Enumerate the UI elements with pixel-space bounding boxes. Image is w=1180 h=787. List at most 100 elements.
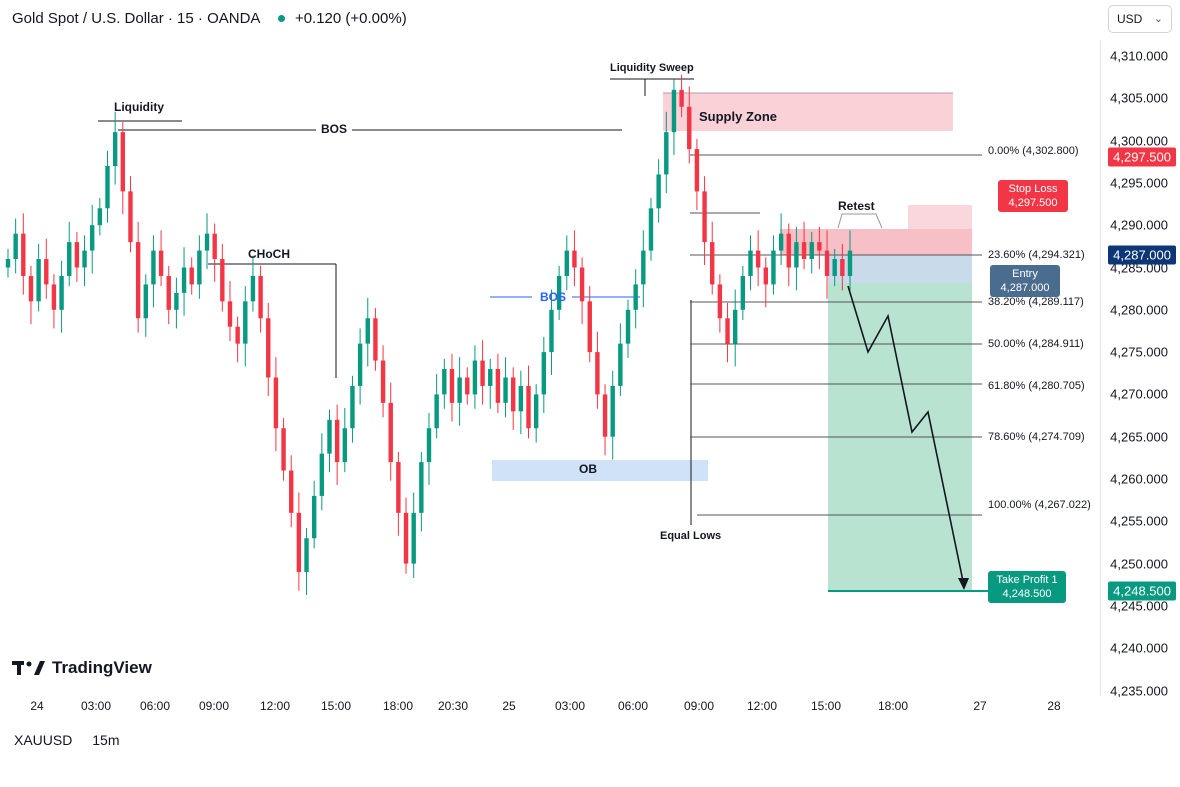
candle-body bbox=[311, 495, 317, 539]
candle-body bbox=[28, 275, 34, 302]
candle-body bbox=[243, 301, 248, 344]
candle-body bbox=[158, 250, 164, 276]
time-tick-label: 20:30 bbox=[437, 699, 469, 713]
price-change: +0.120 (+0.00%) bbox=[294, 10, 407, 27]
chevron-down-icon: ⌄ bbox=[1153, 13, 1163, 25]
candle-body bbox=[396, 462, 401, 513]
bos-mid-label: BOS bbox=[540, 290, 567, 304]
stop-loss-box[interactable]: Stop Loss 4,297.500 bbox=[998, 180, 1068, 212]
candle-body bbox=[334, 419, 340, 463]
price-tick-label: 4,310.000 bbox=[1110, 48, 1168, 64]
candle-body bbox=[258, 275, 263, 319]
arrowhead-icon bbox=[958, 578, 969, 590]
candle-body bbox=[373, 318, 378, 361]
candle-body bbox=[227, 301, 233, 327]
candle-body bbox=[809, 242, 814, 260]
candle-body bbox=[342, 428, 347, 463]
candle-body bbox=[778, 233, 784, 251]
market-open-dot-icon bbox=[277, 14, 285, 22]
symbol-title[interactable]: Gold Spot / U.S. Dollar · 15 · OANDA bbox=[12, 10, 260, 27]
projection-arrow bbox=[847, 285, 965, 587]
candle-body bbox=[480, 360, 485, 386]
candle-body bbox=[549, 309, 554, 353]
bos-top-label: BOS bbox=[321, 122, 348, 136]
tradingview-logo-icon bbox=[12, 661, 45, 675]
time-tick-label: 06:00 bbox=[617, 699, 649, 713]
candle-body bbox=[21, 233, 26, 276]
candle-body bbox=[426, 428, 432, 463]
candle-body bbox=[304, 538, 309, 573]
candle-body bbox=[380, 360, 386, 403]
retest-bracket bbox=[837, 213, 883, 229]
candle-body bbox=[794, 242, 799, 268]
candle-body bbox=[748, 250, 753, 276]
fib-label: 23.60% (4,294.321) bbox=[988, 249, 1085, 261]
take-profit-box[interactable]: Take Profit 1 4,248.500 bbox=[988, 571, 1066, 603]
candle-body bbox=[135, 242, 141, 319]
candle-body bbox=[51, 284, 57, 310]
candle-body bbox=[817, 242, 822, 251]
candle-body bbox=[181, 267, 187, 293]
candle-body bbox=[82, 250, 87, 268]
candle-body bbox=[526, 385, 531, 429]
retest-zone bbox=[908, 205, 972, 229]
ticker: XAUUSD bbox=[14, 732, 73, 748]
price-tick-label: 4,290.000 bbox=[1110, 217, 1168, 233]
take-profit-title: Take Profit 1 bbox=[996, 574, 1058, 586]
price-tick-label: 4,240.000 bbox=[1110, 640, 1168, 656]
time-tick-label: 24 bbox=[30, 699, 44, 713]
candle-body bbox=[610, 385, 615, 437]
symbol-info: XAUUSD 15m bbox=[14, 732, 135, 748]
candle-body bbox=[679, 89, 684, 107]
candle-body bbox=[281, 428, 286, 471]
candle-body bbox=[212, 233, 217, 260]
entry-box[interactable]: Entry 4,287.000 bbox=[990, 265, 1060, 297]
candle-body bbox=[495, 369, 501, 403]
time-tick-label: 25 bbox=[502, 699, 516, 713]
price-axis-divider bbox=[1100, 40, 1101, 695]
candle-body bbox=[59, 275, 64, 310]
price-chart[interactable] bbox=[0, 0, 1100, 700]
price-tick-label: 4,295.000 bbox=[1110, 175, 1168, 191]
candle-body bbox=[128, 191, 133, 243]
fib-label: 78.60% (4,274.709) bbox=[988, 431, 1085, 443]
candle-body bbox=[266, 318, 271, 378]
fib-lines bbox=[690, 154, 982, 516]
candle-body bbox=[702, 191, 707, 243]
candle-body bbox=[44, 259, 49, 285]
candle-body bbox=[771, 250, 776, 285]
supply-zone bbox=[663, 93, 953, 131]
interval: 15m bbox=[92, 732, 120, 748]
candle-body bbox=[67, 242, 72, 276]
currency-dropdown[interactable]: USD ⌄ bbox=[1108, 5, 1172, 33]
choch-label: CHoCH bbox=[248, 247, 290, 261]
candle-body bbox=[5, 259, 11, 268]
candle-body bbox=[220, 259, 225, 302]
candle-body bbox=[105, 165, 110, 209]
time-tick-label: 18:00 bbox=[877, 699, 909, 713]
candle-body bbox=[556, 275, 562, 310]
candle-body bbox=[13, 233, 18, 260]
candle-body bbox=[786, 233, 791, 268]
candle-body bbox=[511, 377, 516, 412]
candle-body bbox=[112, 132, 118, 166]
candle-body bbox=[189, 267, 194, 285]
candle-body bbox=[120, 132, 126, 192]
price-tick-label: 4,250.000 bbox=[1110, 556, 1168, 572]
candle-body bbox=[687, 106, 692, 150]
time-tick-label: 18:00 bbox=[382, 699, 414, 713]
candle-body bbox=[74, 242, 80, 268]
candle-body bbox=[174, 292, 179, 310]
stop-zone bbox=[780, 229, 972, 255]
candle-body bbox=[564, 250, 569, 276]
candle-body bbox=[518, 385, 524, 412]
candle-body bbox=[365, 318, 370, 344]
candle-body bbox=[36, 259, 41, 302]
candle-body bbox=[143, 284, 148, 319]
fib-label: 61.80% (4,280.705) bbox=[988, 380, 1085, 392]
time-tick-label: 09:00 bbox=[683, 699, 715, 713]
candle-body bbox=[732, 309, 738, 344]
entry-title: Entry bbox=[1012, 268, 1038, 280]
price-tick-label: 4,300.000 bbox=[1110, 133, 1168, 149]
candle-body bbox=[579, 267, 585, 302]
